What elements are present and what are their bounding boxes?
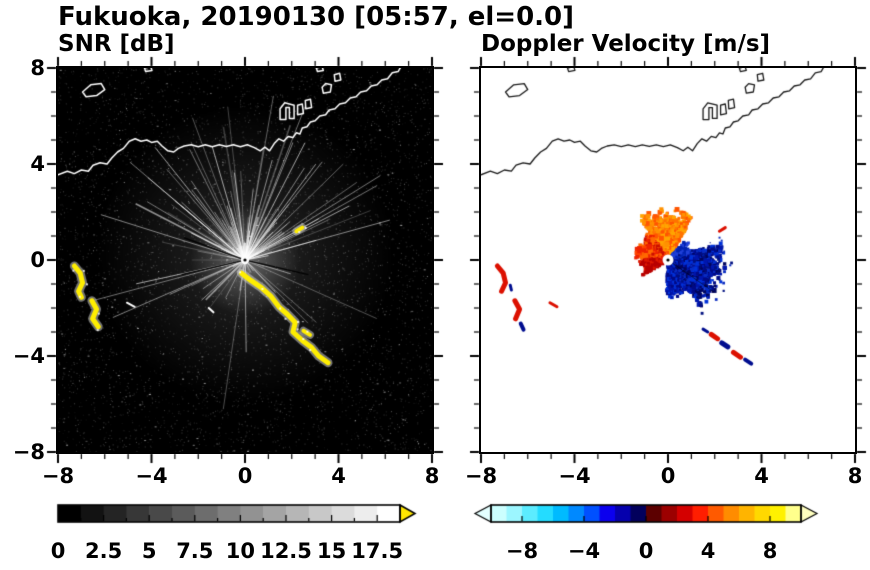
snr-colorbar-label: 12.5 <box>260 539 312 563</box>
snr-colorbar-label: 15 <box>316 539 347 563</box>
snr-y-tick-label: −4 <box>12 344 45 368</box>
snr-y-tick-label: −8 <box>12 440 45 464</box>
snr-x-tick-label: 8 <box>424 464 440 488</box>
snr-colorbar-label: 0 <box>50 539 66 563</box>
doppler-panel-title: Doppler Velocity [m/s] <box>481 31 771 57</box>
doppler-colorbar-label: −8 <box>505 539 539 563</box>
snr-x-tick-label: −4 <box>135 464 168 488</box>
snr-colorbar-label: 17.5 <box>351 539 404 563</box>
doppler-radar-plot-canvas <box>479 66 857 454</box>
snr-panel-title: SNR [dB] <box>58 31 175 57</box>
doppler-x-tick-label: −4 <box>558 464 591 488</box>
snr-radar-plot-canvas <box>56 66 434 454</box>
snr-colorbar-label: 7.5 <box>176 539 214 563</box>
doppler-x-tick-label: 8 <box>847 464 863 488</box>
doppler-colorbar-label: −4 <box>567 539 601 563</box>
snr-colorbar-label: 5 <box>141 539 157 563</box>
doppler-colorbar-label: 0 <box>638 539 654 563</box>
snr-y-tick-label: 0 <box>30 248 45 272</box>
snr-colorbar-label: 2.5 <box>84 539 123 563</box>
doppler-x-tick-label: −8 <box>464 464 498 488</box>
snr-x-tick-label: 0 <box>237 464 253 488</box>
doppler-x-tick-label: 0 <box>660 464 676 488</box>
snr-x-tick-label: −8 <box>41 464 75 488</box>
figure-title: Fukuoka, 20190130 [05:57, el=0.0] <box>58 2 575 32</box>
doppler-colorbar-label: 4 <box>700 539 716 563</box>
doppler-x-tick-label: 4 <box>754 464 769 488</box>
snr-y-tick-label: 4 <box>30 152 45 176</box>
snr-x-tick-label: 4 <box>331 464 346 488</box>
doppler-colorbar-label: 8 <box>762 539 778 563</box>
snr-y-tick-label: 8 <box>30 56 45 80</box>
snr-colorbar-label: 10 <box>225 539 256 563</box>
